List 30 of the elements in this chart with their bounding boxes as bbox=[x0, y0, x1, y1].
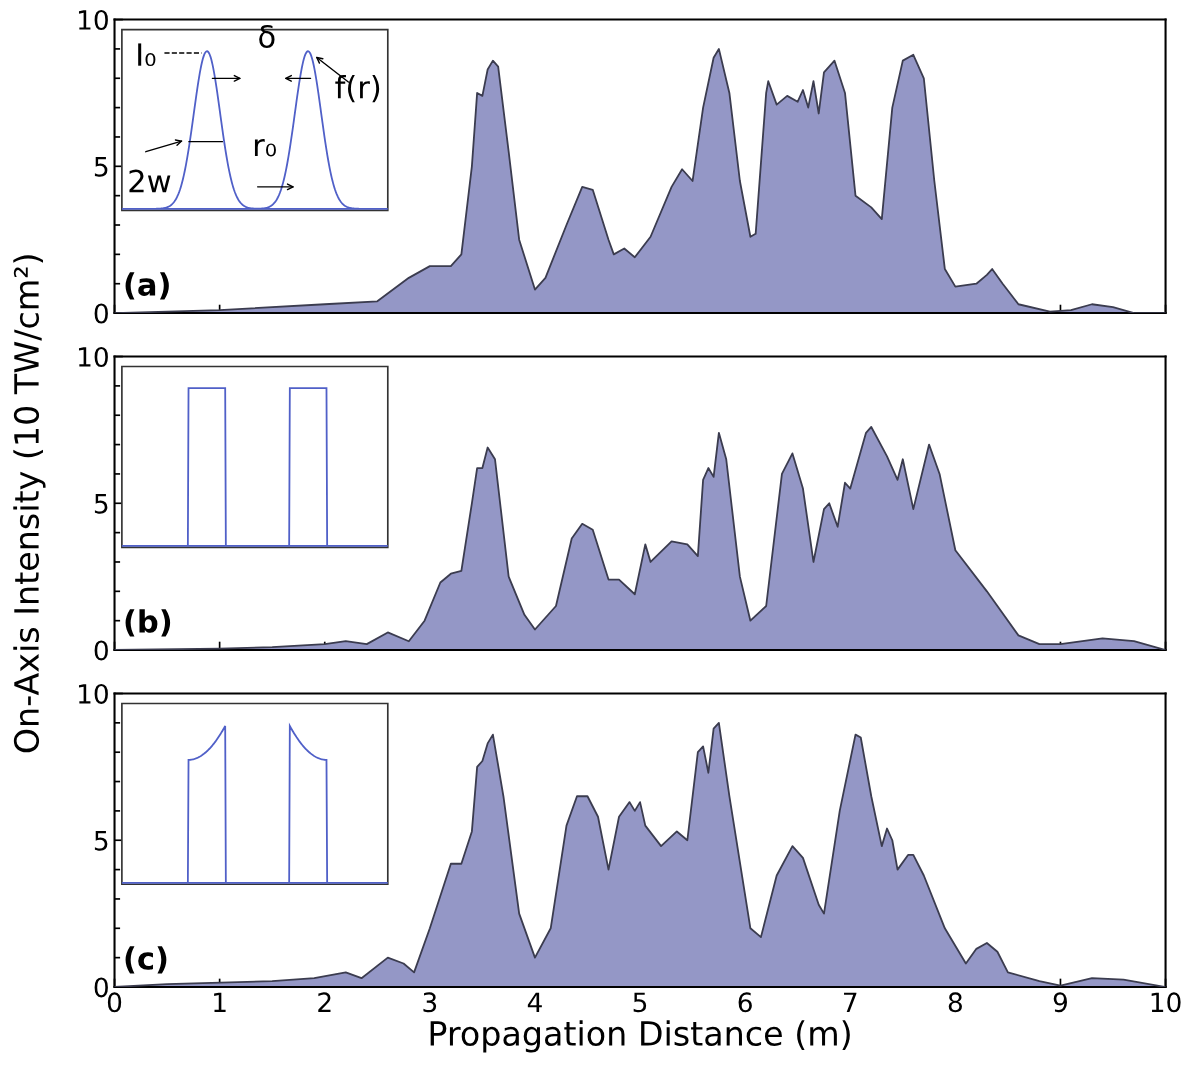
x-tick-label: 5 bbox=[633, 992, 647, 1013]
y-tick-label: 10 bbox=[78, 10, 108, 30]
y-tick-label: 0 bbox=[94, 303, 108, 324]
x-tick-label: 6 bbox=[738, 992, 752, 1013]
x-tick-label: 1 bbox=[214, 992, 226, 1012]
y-tick-label: 5 bbox=[94, 831, 108, 851]
x-tick-label: 0 bbox=[107, 992, 122, 1013]
annotation: 2w bbox=[129, 169, 171, 193]
y-tick-label: 10 bbox=[78, 683, 108, 704]
y-tick-label: 5 bbox=[94, 494, 108, 514]
x-tick-label: 9 bbox=[1053, 992, 1067, 1013]
y-tick-label: 0 bbox=[94, 640, 108, 661]
y-tick-label: 5 bbox=[94, 157, 108, 177]
y-tick-label: 0 bbox=[94, 977, 108, 998]
x-tick-label: 4 bbox=[527, 992, 542, 1012]
annotation: (a) bbox=[125, 272, 169, 300]
y-tick-label: 10 bbox=[78, 346, 108, 367]
annotation: f(r) bbox=[335, 75, 380, 103]
x-tick-label: 3 bbox=[423, 992, 437, 1013]
x-axis-title: Propagation Distance (m) bbox=[430, 1020, 850, 1053]
annotation: δ bbox=[259, 24, 275, 49]
x-tick-label: 7 bbox=[844, 992, 857, 1012]
annotation: (c) bbox=[125, 946, 167, 974]
x-tick-label: 8 bbox=[948, 992, 962, 1013]
annotation: (b) bbox=[125, 609, 171, 637]
x-tick-label: 2 bbox=[318, 992, 331, 1012]
y-axis-title: On-Axis Intensity (10 TW/cm²) bbox=[13, 255, 46, 753]
annotation: r₀ bbox=[254, 138, 276, 157]
x-tick-label: 10 bbox=[1151, 992, 1181, 1013]
annotation: I₀ bbox=[138, 43, 156, 67]
